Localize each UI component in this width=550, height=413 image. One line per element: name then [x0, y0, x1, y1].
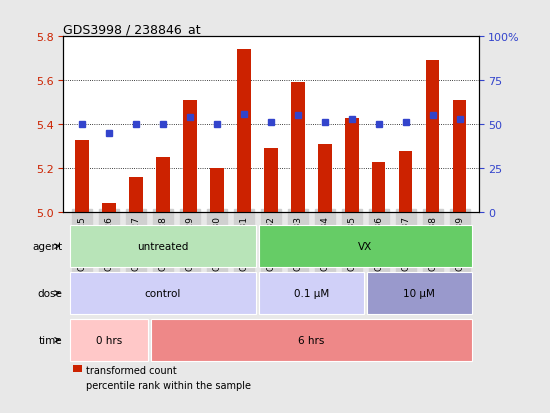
Text: percentile rank within the sample: percentile rank within the sample	[86, 380, 251, 390]
Text: 0 hrs: 0 hrs	[96, 335, 122, 345]
Bar	[399, 151, 412, 213]
Bar	[258, 225, 472, 268]
Bar	[264, 149, 278, 213]
Bar	[151, 319, 472, 361]
Bar	[70, 225, 256, 268]
Bar	[345, 119, 359, 213]
Text: 0.1 μM: 0.1 μM	[294, 288, 329, 298]
Bar	[183, 101, 197, 213]
Bar	[258, 272, 364, 314]
Text: time: time	[39, 335, 63, 345]
Bar	[291, 83, 305, 213]
Text: GDS3998 / 238846_at: GDS3998 / 238846_at	[63, 23, 201, 36]
Bar	[237, 50, 251, 213]
Text: agent: agent	[32, 242, 63, 252]
Text: untreated: untreated	[138, 242, 189, 252]
Bar	[75, 140, 89, 213]
Text: dose: dose	[38, 288, 63, 298]
Text: VX: VX	[358, 242, 372, 252]
Bar	[426, 61, 439, 213]
Text: 6 hrs: 6 hrs	[298, 335, 324, 345]
Bar	[70, 319, 148, 361]
Bar	[453, 101, 466, 213]
Bar	[156, 158, 170, 213]
Bar	[210, 169, 224, 213]
Bar	[372, 162, 386, 213]
Bar	[73, 380, 82, 391]
Bar	[367, 272, 472, 314]
Bar	[70, 272, 256, 314]
Bar	[129, 178, 143, 213]
Bar	[318, 145, 332, 213]
Text: transformed count: transformed count	[86, 365, 177, 375]
Bar	[102, 204, 116, 213]
Text: 10 μM: 10 μM	[403, 288, 435, 298]
Bar	[73, 365, 82, 375]
Text: control: control	[145, 288, 181, 298]
